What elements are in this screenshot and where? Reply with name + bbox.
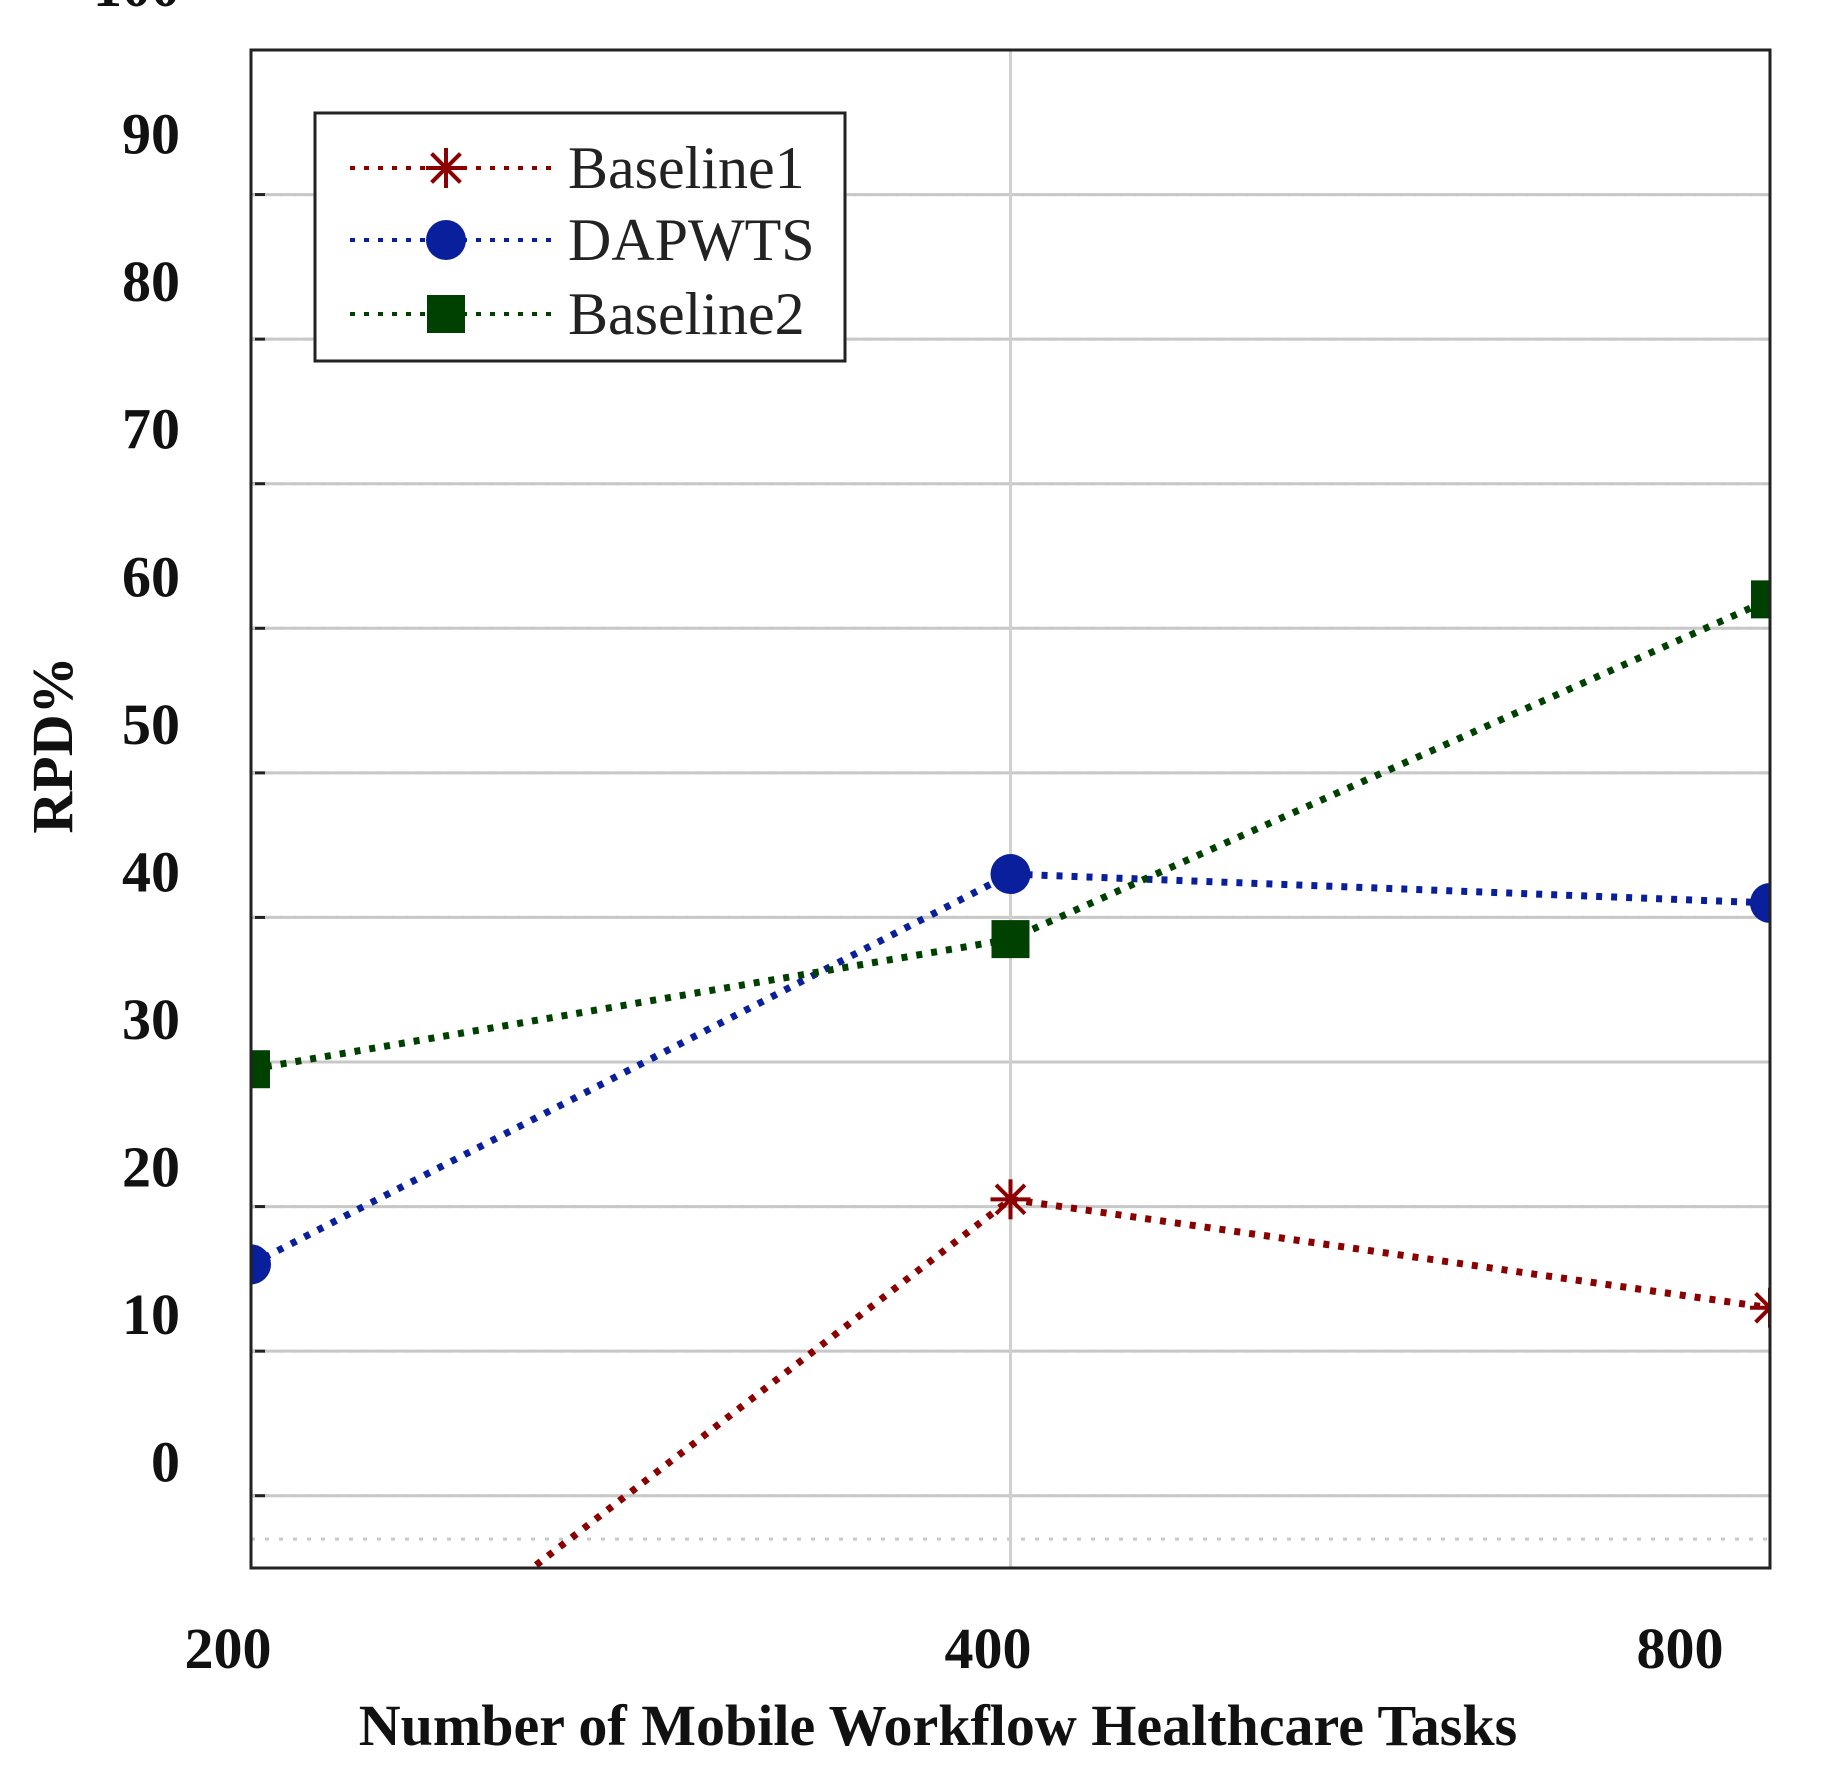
legend-label: Baseline2 — [568, 281, 805, 347]
y-tick-label: 80 — [122, 249, 180, 314]
legend-item-dapwts: DAPWTS — [350, 207, 815, 273]
y-tick-label: 90 — [122, 102, 180, 167]
plot-frame — [249, 48, 1772, 1570]
x-tick-label: 200 — [185, 1616, 272, 1681]
legend-label: Baseline1 — [568, 135, 805, 201]
x-axis-label: Number of Mobile Workflow Healthcare Tas… — [359, 1693, 1517, 1758]
y-tick-label: 30 — [122, 987, 180, 1052]
data-point-baseline1 — [990, 1179, 1031, 1220]
grid — [251, 48, 1770, 1568]
y-axis-label: RPD% — [20, 656, 85, 833]
legend-marker-square — [427, 295, 465, 333]
y-tick-label: 10 — [122, 1282, 180, 1347]
y-tick-label: 20 — [122, 1135, 180, 1200]
x-tick-label: 800 — [1637, 1616, 1724, 1681]
y-tick-label: 40 — [122, 839, 180, 904]
data-point-dapwts — [990, 854, 1031, 895]
legend-item-baseline2: Baseline2 — [350, 281, 805, 347]
y-tick-label: 50 — [122, 692, 180, 757]
data-point-baseline2 — [1751, 580, 1770, 619]
series-line-baseline1 — [526, 1195, 1770, 1568]
y-tick-labels: 0 10 20 30 40 50 60 70 80 90 100 — [93, 0, 180, 1495]
legend-label: DAPWTS — [568, 207, 815, 273]
legend-marker-asterisk — [426, 148, 466, 188]
y-tick-label: 60 — [122, 544, 180, 609]
y-tick-label: 0 — [151, 1430, 180, 1495]
data-point-dapwts — [251, 1244, 271, 1285]
x-tick-label: 400 — [945, 1616, 1032, 1681]
data-point-baseline2 — [991, 920, 1030, 959]
legend-box — [313, 111, 847, 363]
x-tick-labels: 200 400 800 — [185, 1616, 1724, 1681]
data-point-dapwts — [1750, 882, 1770, 923]
y-tick-label: 70 — [122, 397, 180, 462]
data-point-baseline2 — [251, 1050, 270, 1089]
legend-item-baseline1: Baseline1 — [350, 135, 805, 201]
data-point-baseline1 — [1750, 1287, 1770, 1328]
y-tick-label: 100 — [93, 0, 180, 19]
legend-marker-circle — [426, 220, 466, 260]
series-markers — [251, 580, 1770, 1328]
